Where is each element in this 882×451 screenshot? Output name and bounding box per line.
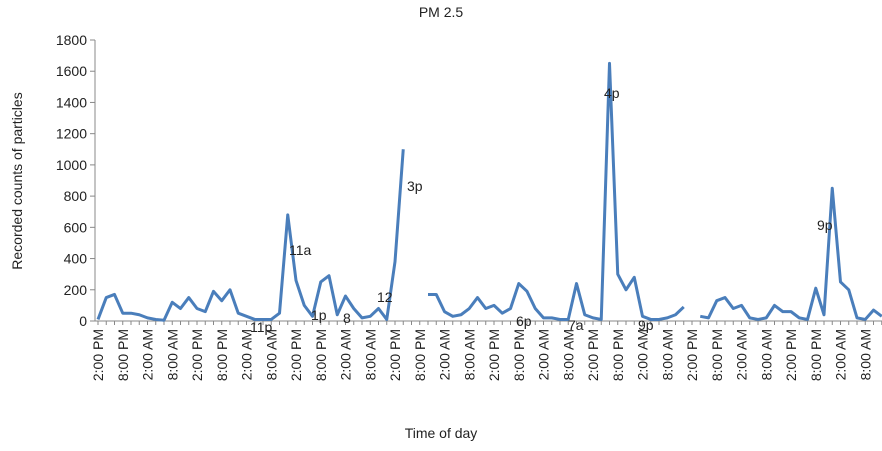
data-line <box>428 61 685 321</box>
x-tick-label: 8:00 PM <box>511 329 527 381</box>
x-tick-label: 8:00 PM <box>115 329 131 381</box>
x-tick-label: 8:00 AM <box>857 329 873 380</box>
annotation: 6p <box>516 313 532 329</box>
x-axis-label: Time of day <box>405 425 478 441</box>
x-tick-label: 2:00 PM <box>585 329 601 381</box>
x-tick-label: 2:00 PM <box>189 329 205 381</box>
y-tick-label: 0 <box>79 313 87 329</box>
annotation: 3p <box>407 178 423 194</box>
x-tick-label: 8:00 AM <box>461 329 477 380</box>
y-axis-label: Recorded counts of particles <box>9 92 25 269</box>
x-tick-label: 2:00 PM <box>684 329 700 381</box>
annotation: 7a <box>568 317 584 333</box>
annotation: 11p <box>250 319 273 335</box>
x-tick-label: 8:00 PM <box>709 329 725 381</box>
annotation: 8 <box>343 310 351 326</box>
x-tick-label: 8:00 AM <box>362 329 378 380</box>
y-tick-label: 1600 <box>56 63 87 79</box>
x-tick-label: 2:00 PM <box>486 329 502 381</box>
x-tick-label: 8:00 PM <box>214 329 230 381</box>
annotation: 12 <box>377 289 393 305</box>
x-tick-label: 2:00 PM <box>288 329 304 381</box>
x-tick-label: 8:00 AM <box>263 329 279 380</box>
x-tick-label: 8:00 PM <box>313 329 329 381</box>
y-tick-label: 1000 <box>56 157 87 173</box>
x-tick-label: 2:00 AM <box>635 329 651 380</box>
x-tick-label: 2:00 AM <box>239 329 255 380</box>
x-tick-label: 2:00 AM <box>536 329 552 380</box>
annotation: 4p <box>604 85 620 101</box>
x-tick-label: 8:00 PM <box>610 329 626 381</box>
x-tick-label: 2:00 AM <box>338 329 354 380</box>
x-tick-label: 8:00 AM <box>758 329 774 380</box>
y-tick-label: 800 <box>64 188 88 204</box>
x-tick-label: 8:00 AM <box>560 329 576 380</box>
x-tick-label: 2:00 PM <box>387 329 403 381</box>
x-tick-label: 2:00 AM <box>833 329 849 380</box>
y-tick-label: 1400 <box>56 94 87 110</box>
y-tick-label: 600 <box>64 219 88 235</box>
x-tick-label: 8:00 PM <box>808 329 824 381</box>
x-tick-label: 2:00 AM <box>140 329 156 380</box>
annotation: 9p <box>817 217 833 233</box>
data-line <box>96 149 405 322</box>
x-tick-label: 2:00 AM <box>734 329 750 380</box>
annotation: 11a <box>289 242 312 258</box>
y-tick-label: 1800 <box>56 32 87 48</box>
y-tick-label: 200 <box>64 282 88 298</box>
y-tick-label: 1200 <box>56 126 87 142</box>
x-tick-label: 8:00 AM <box>164 329 180 380</box>
x-tick-label: 8:00 PM <box>412 329 428 381</box>
x-tick-label: 8:00 AM <box>659 329 675 380</box>
annotation: 9p <box>638 317 654 333</box>
x-tick-label: 2:00 PM <box>783 329 799 381</box>
y-tick-label: 400 <box>64 251 88 267</box>
x-tick-label: 2:00 AM <box>437 329 453 380</box>
x-tick-label: 2:00 PM <box>90 329 106 381</box>
annotation: 1p <box>311 307 327 323</box>
data-line <box>699 186 882 321</box>
chart-title: PM 2.5 <box>419 4 464 20</box>
